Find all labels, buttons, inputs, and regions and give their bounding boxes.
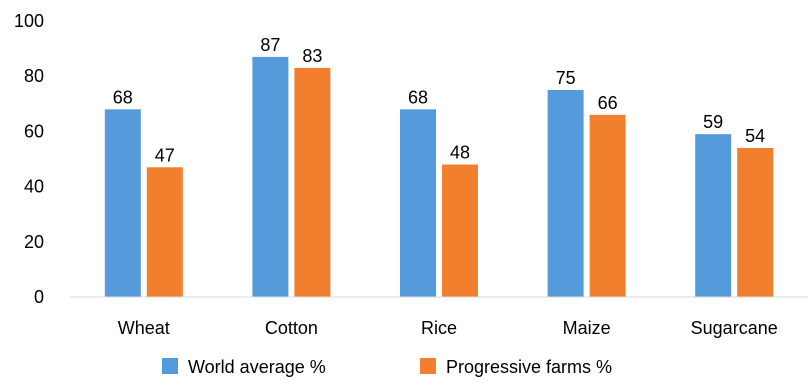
bar-cotton-series-2 (294, 67, 331, 297)
bars-group (104, 56, 774, 297)
y-tick-label-80: 80 (24, 66, 44, 86)
y-tick-label-20: 20 (24, 232, 44, 252)
legend: World average % Progressive farms % (162, 357, 612, 377)
x-tick-label-sugarcane: Sugarcane (691, 318, 778, 338)
y-tick-label-100: 100 (14, 11, 44, 31)
bar-cotton-series-1 (252, 56, 289, 297)
y-tick-label-0: 0 (34, 287, 44, 307)
bar-sugarcane-series-1 (695, 134, 732, 297)
data-labels-group: 68 47 87 83 68 48 75 66 59 54 (113, 35, 765, 165)
legend-swatch-series-1 (162, 358, 178, 374)
x-axis-categories: Wheat Cotton Rice Maize Sugarcane (118, 318, 778, 338)
bar-wheat-series-2 (146, 167, 183, 297)
y-axis-ticks: 0 20 40 60 80 100 (14, 11, 44, 307)
data-label-maize-series-2: 66 (598, 93, 618, 113)
y-tick-label-40: 40 (24, 177, 44, 197)
data-label-cotton-series-1: 87 (260, 35, 280, 55)
legend-swatch-series-2 (420, 358, 436, 374)
data-label-wheat-series-1: 68 (113, 87, 133, 107)
x-tick-label-cotton: Cotton (265, 318, 318, 338)
x-tick-label-rice: Rice (421, 318, 457, 338)
bar-maize-series-1 (547, 90, 584, 297)
data-label-sugarcane-series-1: 59 (703, 112, 723, 132)
legend-label-series-1: World average % (188, 357, 326, 377)
data-label-cotton-series-2: 83 (302, 46, 322, 66)
bar-wheat-series-1 (104, 109, 141, 297)
bar-maize-series-2 (589, 114, 626, 297)
bar-rice-series-2 (442, 164, 478, 297)
bar-sugarcane-series-2 (737, 147, 774, 297)
legend-label-series-2: Progressive farms % (446, 357, 612, 377)
x-tick-label-maize: Maize (563, 318, 611, 338)
data-label-sugarcane-series-2: 54 (745, 126, 765, 146)
y-tick-label-60: 60 (24, 121, 44, 141)
data-label-maize-series-1: 75 (556, 68, 576, 88)
data-label-rice-series-2: 48 (450, 143, 470, 163)
data-label-rice-series-1: 68 (408, 87, 428, 107)
x-tick-label-wheat: Wheat (118, 318, 170, 338)
bar-rice-series-1 (400, 109, 436, 297)
data-label-wheat-series-2: 47 (155, 145, 175, 165)
